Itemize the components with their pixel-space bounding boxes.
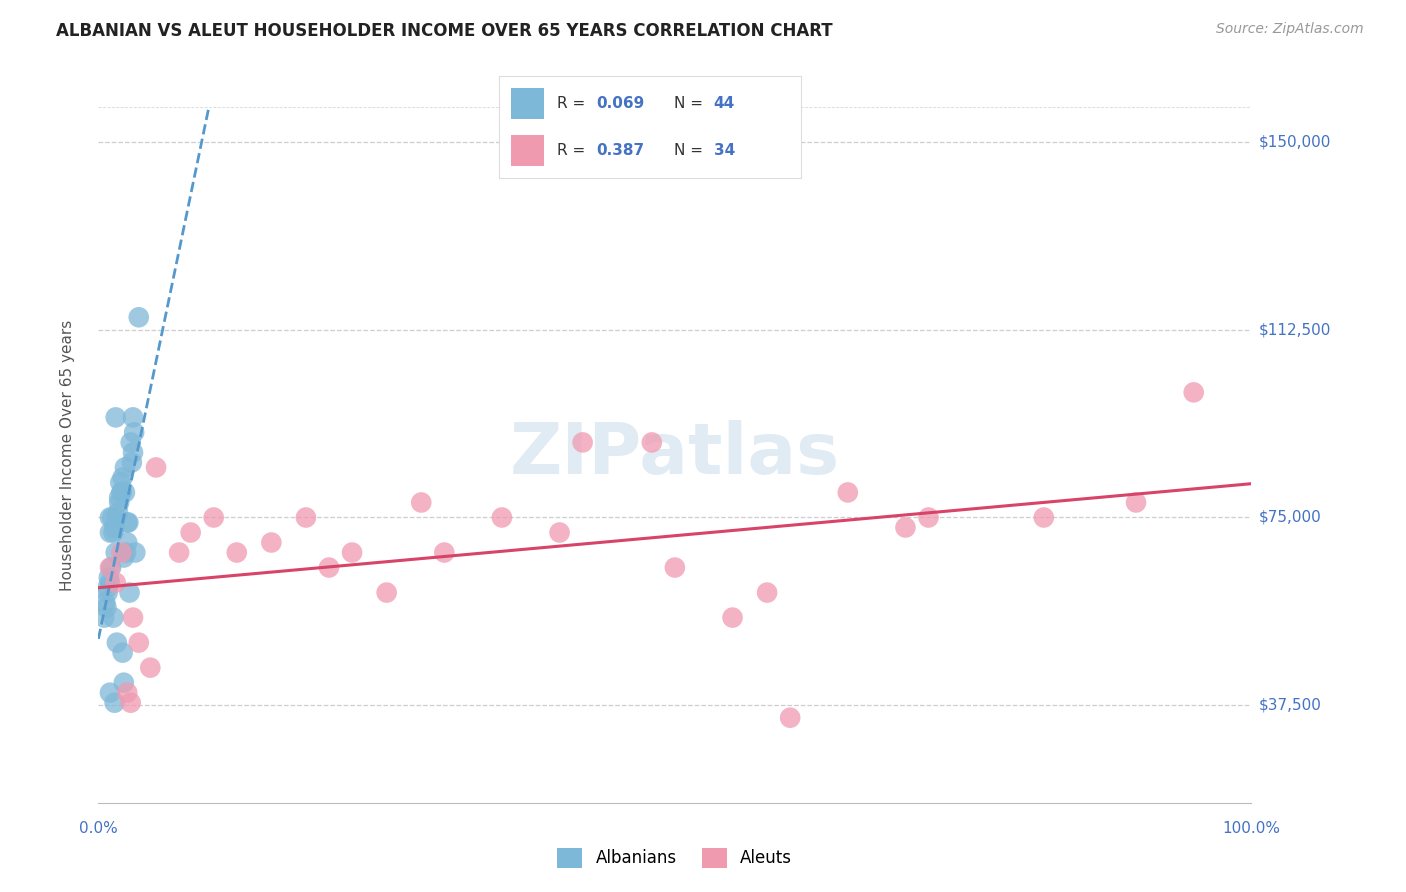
Point [111,470,134,484]
Point [779,711,801,725]
Point [115,545,138,559]
Point [111,646,134,660]
Point [118,585,141,599]
Point [100,560,122,574]
Text: 44: 44 [714,96,735,111]
Point [122,610,145,624]
Point [837,485,859,500]
Point [112,550,135,565]
Point [167,545,190,559]
Point [202,510,225,524]
Point [664,560,686,574]
Point [411,495,433,509]
Point [128,310,150,325]
Text: Source: ZipAtlas.com: Source: ZipAtlas.com [1216,22,1364,37]
Point [103,525,125,540]
Point [104,545,127,559]
Point [97,570,120,584]
Point [295,510,318,524]
Point [225,545,247,559]
Point [122,425,145,440]
Point [98,525,121,540]
Point [121,455,143,469]
Point [721,610,744,624]
Text: ZIPatlas: ZIPatlas [510,420,839,490]
Point [491,510,513,524]
Point [93,610,115,624]
Point [103,610,125,624]
Point [104,575,127,590]
Point [117,686,139,700]
Text: N =: N = [675,96,709,111]
Point [110,475,132,490]
Point [97,585,120,599]
Point [112,675,135,690]
Text: ALBANIAN VS ALEUT HOUSEHOLDER INCOME OVER 65 YEARS CORRELATION CHART: ALBANIAN VS ALEUT HOUSEHOLDER INCOME OVE… [56,22,832,40]
Point [96,600,118,615]
Text: 0.387: 0.387 [596,144,644,158]
Point [120,696,142,710]
Point [433,545,456,559]
Point [1032,510,1054,524]
Point [101,510,124,524]
Point [117,516,139,530]
Point [641,435,664,450]
Point [107,506,129,520]
Point [1125,495,1147,509]
Text: 0.069: 0.069 [596,96,644,111]
Point [98,510,121,524]
Text: R =: R = [557,96,589,111]
Text: R =: R = [557,144,589,158]
Point [139,660,162,674]
Point [340,545,363,559]
Point [108,491,131,505]
Point [98,560,121,574]
Point [917,510,939,524]
Point [894,520,917,534]
Text: $37,500: $37,500 [1258,698,1322,713]
Point [1182,385,1205,400]
Point [756,585,779,599]
Text: $75,000: $75,000 [1258,510,1322,525]
Point [110,485,132,500]
Point [128,635,150,649]
Point [104,410,127,425]
Point [108,495,131,509]
Point [117,535,139,549]
Point [98,686,121,700]
Point [97,581,120,595]
FancyBboxPatch shape [512,88,544,119]
Point [571,435,593,450]
Point [145,460,167,475]
Point [124,545,146,559]
Legend: Albanians, Aleuts: Albanians, Aleuts [551,841,799,875]
Point [103,520,125,534]
Y-axis label: Householder Income Over 65 years: Householder Income Over 65 years [60,319,75,591]
Point [110,545,132,559]
Text: $112,500: $112,500 [1258,322,1330,337]
Point [103,696,125,710]
Point [98,575,121,590]
Point [105,635,128,649]
Point [120,435,142,450]
Point [180,525,202,540]
Text: 0.0%: 0.0% [79,821,118,836]
Point [114,460,136,475]
FancyBboxPatch shape [512,136,544,166]
Point [117,516,139,530]
Text: N =: N = [675,144,709,158]
Point [94,596,117,610]
Text: 34: 34 [714,144,735,158]
Point [122,410,145,425]
Text: $150,000: $150,000 [1258,135,1330,150]
Point [260,535,283,549]
Point [105,510,128,524]
Point [114,485,136,500]
Point [110,485,132,500]
Point [318,560,340,574]
Point [375,585,398,599]
Point [548,525,571,540]
Text: 100.0%: 100.0% [1222,821,1281,836]
Point [122,445,145,459]
